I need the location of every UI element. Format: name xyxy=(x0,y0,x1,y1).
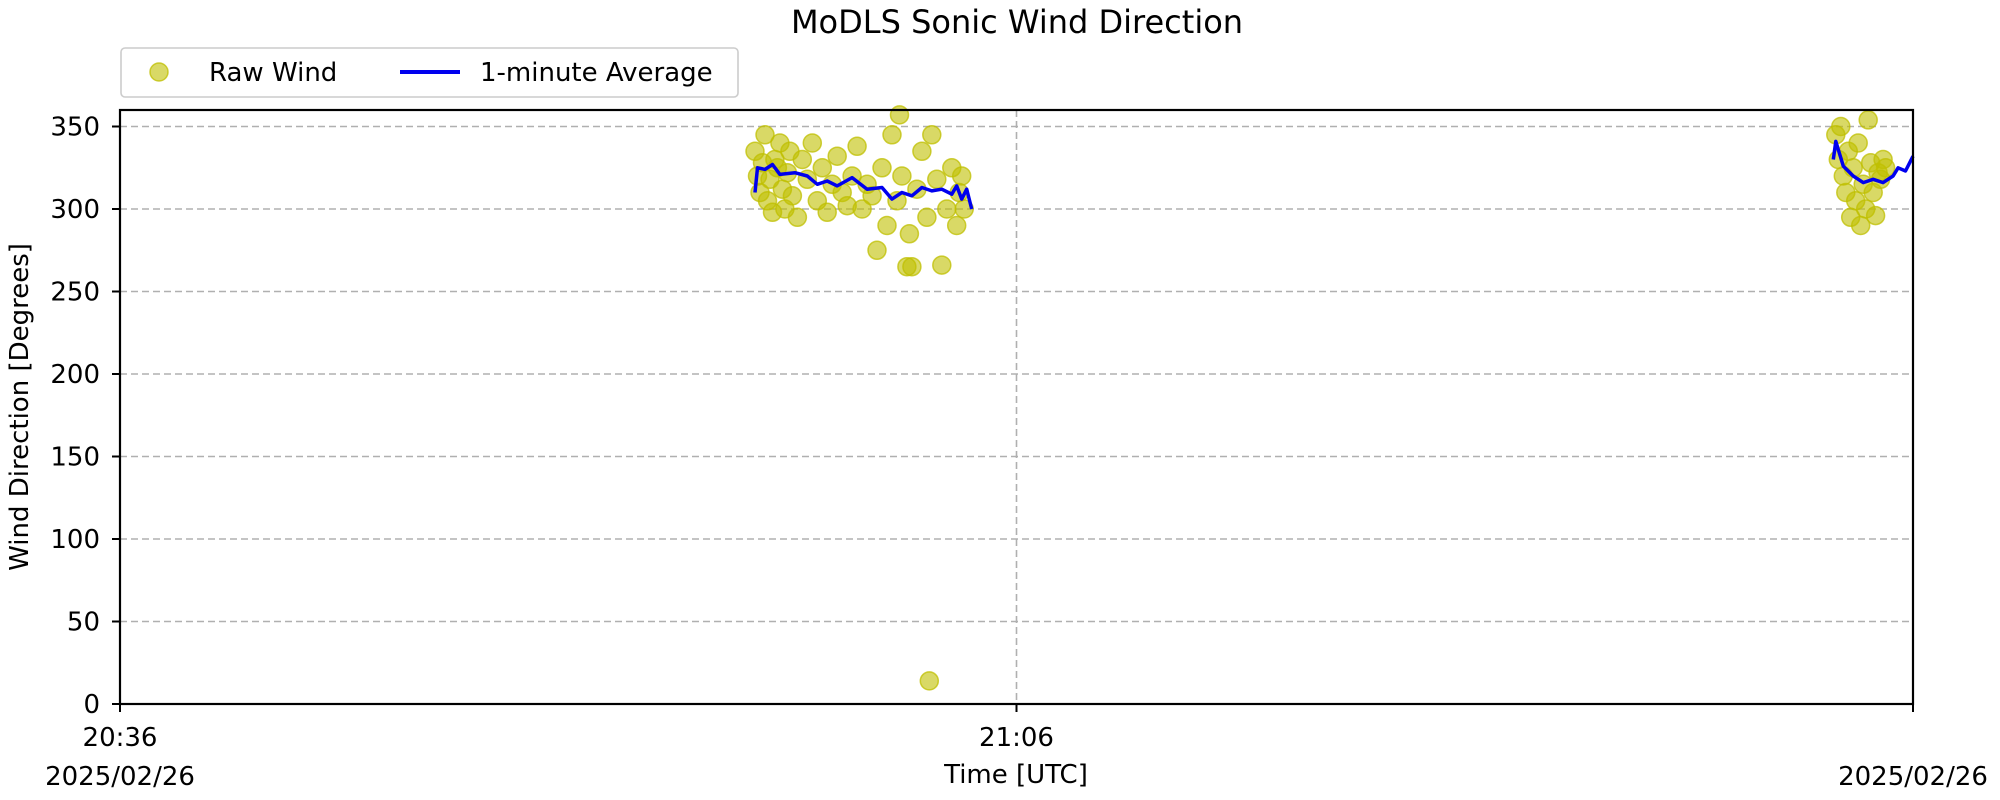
raw-wind-point xyxy=(787,207,808,228)
raw-wind-point xyxy=(852,199,872,219)
raw-wind-point xyxy=(951,166,972,186)
raw-wind-point xyxy=(919,671,940,691)
raw-wind-point xyxy=(1831,116,1851,137)
x-date-label-end: 2025/02/26 xyxy=(1838,762,1988,792)
raw-wind-point xyxy=(954,199,974,219)
y-tick-label: 250 xyxy=(50,278,100,308)
grid-lines xyxy=(120,110,1913,704)
raw-wind-point xyxy=(946,215,967,236)
raw-wind-point xyxy=(782,186,803,206)
x-tick-label: 20:36 xyxy=(83,723,158,753)
average-series-line xyxy=(1831,139,1915,185)
raw-wind-point xyxy=(847,136,867,157)
x-axis-label: Time [UTC] xyxy=(943,760,1088,790)
y-tick-label: 150 xyxy=(50,443,100,473)
raw-wind-point xyxy=(937,199,957,219)
raw-wind-point xyxy=(882,125,902,145)
raw-wind-point xyxy=(827,146,847,166)
raw-wind-point xyxy=(922,125,942,145)
raw-wind-point xyxy=(877,215,897,236)
x-tick-label: 21:06 xyxy=(979,723,1054,753)
raw-wind-point xyxy=(902,256,922,277)
raw-wind-point xyxy=(802,133,823,153)
average-lines xyxy=(753,139,1915,210)
raw-wind-point xyxy=(932,255,952,275)
raw-wind-point xyxy=(755,125,775,145)
chart-title: MoDLS Sonic Wind Direction xyxy=(791,3,1243,41)
y-tick-label: 200 xyxy=(50,360,100,390)
raw-wind-point xyxy=(1875,158,1896,178)
x-axis-ticks: 20:36 21:06 xyxy=(83,704,1914,753)
average-series-line xyxy=(753,162,974,210)
raw-wind-point xyxy=(917,207,937,228)
x-date-label-start: 2025/02/26 xyxy=(45,762,195,792)
y-tick-label: 50 xyxy=(67,608,100,638)
y-tick-label: 300 xyxy=(50,195,100,225)
legend: Raw Wind 1-minute Average xyxy=(120,47,739,98)
raw-wind-points xyxy=(745,105,1896,691)
raw-wind-point xyxy=(912,141,932,162)
raw-wind-point xyxy=(867,240,887,261)
legend-average-label: 1-minute Average xyxy=(480,58,713,88)
raw-wind-point xyxy=(1858,110,1878,130)
raw-wind-point xyxy=(817,202,837,223)
raw-wind-point xyxy=(892,166,912,186)
y-tick-label: 0 xyxy=(83,690,100,720)
raw-wind-point xyxy=(872,158,892,178)
raw-wind-point xyxy=(792,149,813,170)
legend-raw-label: Raw Wind xyxy=(209,58,337,88)
raw-wind-point xyxy=(927,169,947,190)
raw-wind-point xyxy=(862,186,882,206)
y-tick-label: 100 xyxy=(50,525,100,555)
raw-wind-point xyxy=(1865,205,1886,226)
raw-wind-point xyxy=(889,105,910,125)
raw-wind-point xyxy=(899,224,920,244)
y-tick-label: 350 xyxy=(50,113,100,143)
raw-wind-point xyxy=(812,158,833,178)
raw-wind-point xyxy=(887,191,907,211)
y-axis-ticks: 0 50 100 150 200 250 300 350 xyxy=(50,113,120,720)
y-axis-label: Wind Direction [Degrees] xyxy=(5,243,35,571)
raw-wind-point xyxy=(1848,133,1868,153)
legend-raw-marker xyxy=(149,62,169,82)
